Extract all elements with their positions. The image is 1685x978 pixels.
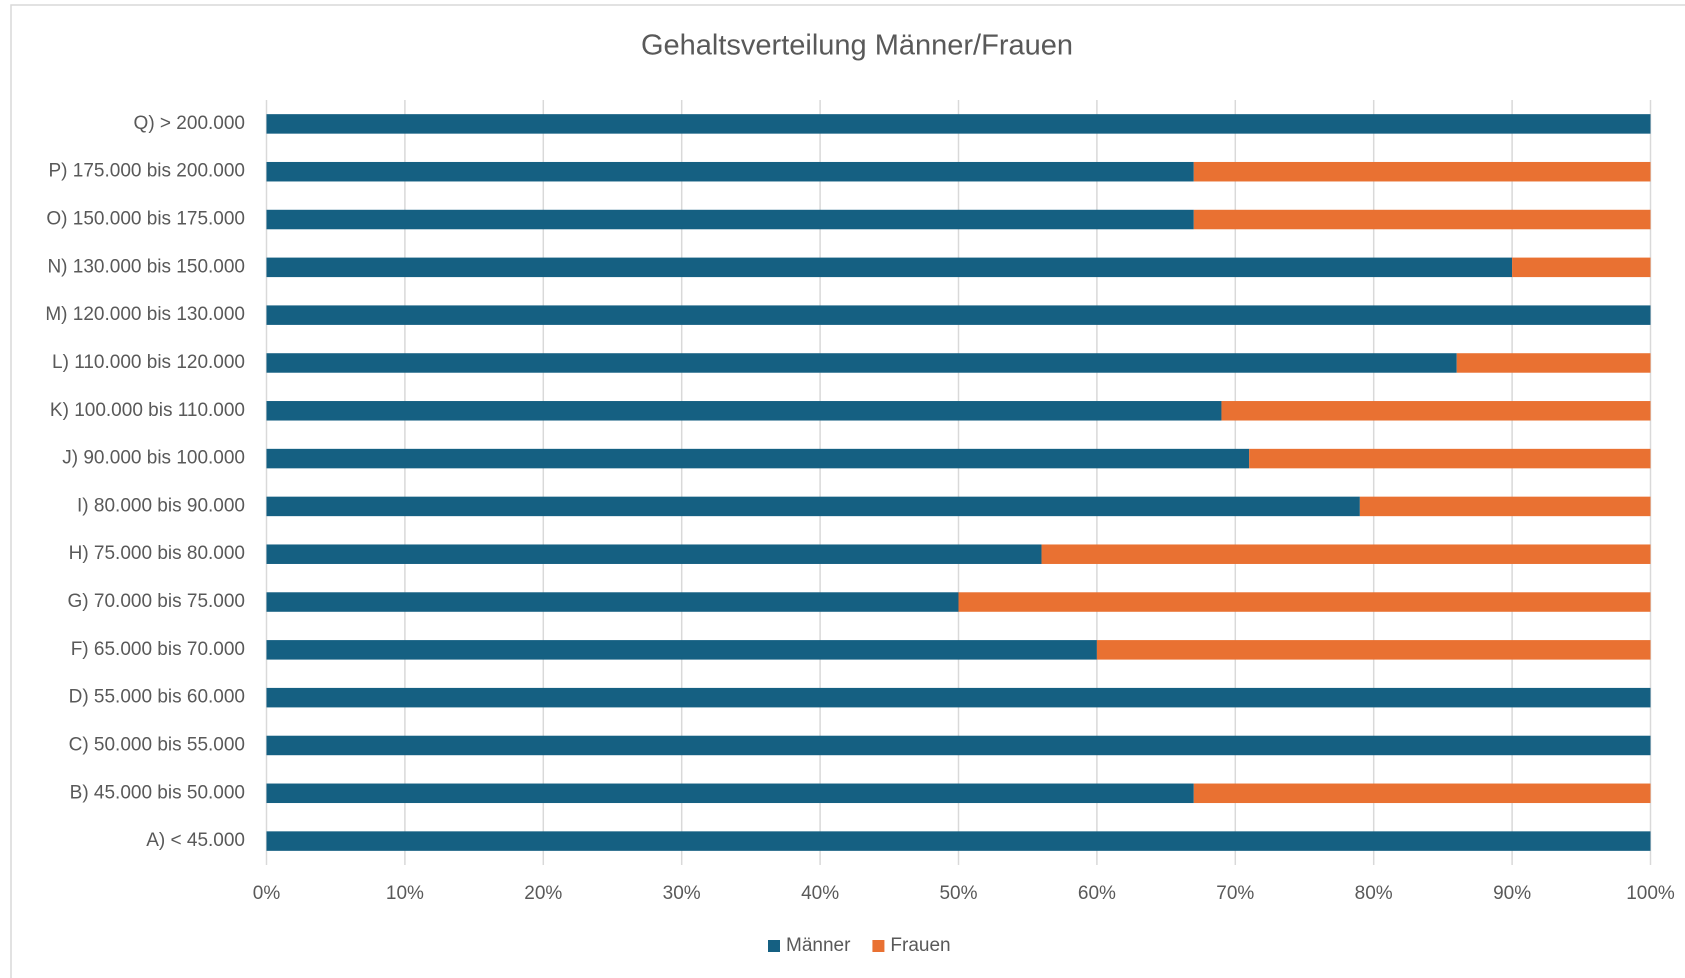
legend-swatch [768, 940, 780, 952]
y-tick-label: H) 75.000 bis 80.000 [69, 543, 245, 564]
bar-segment [266, 114, 1651, 134]
x-tick-label: 30% [663, 883, 701, 904]
bar-segment [266, 496, 1360, 517]
y-tick-label: J) 90.000 bis 100.000 [62, 448, 245, 469]
x-tick-label: 40% [801, 883, 839, 904]
bar-segment [266, 783, 1194, 804]
x-tick-label: 10% [386, 883, 424, 904]
y-tick-label: K) 100.000 bis 110.000 [50, 400, 245, 421]
x-tick-label: 50% [939, 883, 977, 904]
y-tick-label: G) 70.000 bis 75.000 [68, 591, 245, 612]
bar-segment [1193, 783, 1651, 804]
x-tick-label: 90% [1493, 883, 1531, 904]
x-tick-label: 80% [1355, 883, 1393, 904]
bar-segment [266, 592, 959, 612]
y-tick-label: D) 55.000 bis 60.000 [69, 687, 245, 708]
bar-segment [266, 640, 1097, 660]
x-tick-label: 20% [524, 883, 562, 904]
legend-label: Frauen [890, 935, 950, 956]
bar-segment [1041, 544, 1651, 564]
bar-segment [266, 831, 1651, 851]
bar-segment [1249, 448, 1651, 469]
bar-segment [266, 209, 1194, 230]
y-tick-label: O) 150.000 bis 175.000 [46, 209, 245, 230]
bar-segment [266, 257, 1513, 278]
bar-segment [266, 687, 1651, 708]
bar-segment [266, 353, 1457, 373]
y-tick-label: Q) > 200.000 [134, 113, 245, 134]
bar-segment [958, 592, 1651, 612]
bar-segment [266, 401, 1222, 421]
bar-segment [266, 305, 1651, 325]
y-tick-label: C) 50.000 bis 55.000 [69, 734, 245, 755]
x-tick-label: 70% [1216, 883, 1254, 904]
x-tick-label: 0% [253, 883, 281, 904]
y-tick-label: F) 65.000 bis 70.000 [71, 639, 245, 660]
bar-segment [266, 161, 1194, 182]
bar-segment [1359, 496, 1651, 517]
y-tick-label: B) 45.000 bis 50.000 [70, 782, 245, 803]
chart-title: Gehaltsverteilung Männer/Frauen [641, 30, 1073, 62]
y-tick-label: A) < 45.000 [146, 830, 245, 851]
x-tick-label: 100% [1626, 883, 1675, 904]
legend-label: Männer [786, 935, 851, 956]
bar-segment [1096, 640, 1651, 660]
x-tick-label: 60% [1078, 883, 1116, 904]
y-tick-label: M) 120.000 bis 130.000 [45, 304, 245, 325]
legend-swatch [872, 940, 885, 952]
bar-segment [1193, 161, 1651, 182]
bar-segment [1193, 209, 1651, 230]
bar-segment [1221, 401, 1651, 421]
y-tick-label: P) 175.000 bis 200.000 [49, 161, 246, 182]
bar-segment [1456, 353, 1651, 373]
y-tick-label: N) 130.000 bis 150.000 [47, 256, 245, 277]
bar-segment [266, 448, 1250, 469]
bar-segment [266, 544, 1042, 564]
bar-segment [1512, 257, 1651, 278]
bar-segment [266, 735, 1651, 756]
y-tick-label: I) 80.000 bis 90.000 [77, 495, 245, 516]
y-tick-label: L) 110.000 bis 120.000 [52, 352, 245, 373]
